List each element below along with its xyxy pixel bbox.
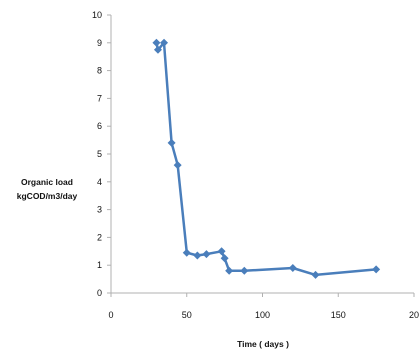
data-point-marker (311, 270, 320, 279)
data-point-marker (220, 254, 229, 263)
x-axis-ticks: 0 50 100 150 20 (108, 293, 419, 320)
data-point-marker (217, 247, 226, 256)
y-tick-label: 2 (97, 232, 102, 242)
data-point-marker (225, 266, 234, 275)
y-tick-label: 1 (97, 260, 102, 270)
y-tick-label: 3 (97, 205, 102, 215)
data-point-marker (173, 161, 182, 170)
data-point-marker (160, 38, 169, 47)
data-point-marker (202, 250, 211, 259)
data-point-marker (193, 251, 202, 260)
x-tick-label: 150 (331, 310, 346, 320)
y-axis-title-line-2: kgCOD/m3/day (17, 191, 78, 201)
data-point-marker (288, 263, 297, 272)
data-point-marker (182, 248, 191, 257)
y-axis-title-line-1: Organic load (21, 177, 73, 187)
x-tick-label: 20 (409, 310, 419, 320)
y-tick-label: 10 (92, 10, 102, 20)
y-tick-label: 5 (97, 149, 102, 159)
y-axis-ticks: 0 1 2 3 4 5 6 7 8 9 10 (92, 10, 111, 298)
data-point-marker (240, 266, 249, 275)
y-tick-label: 8 (97, 66, 102, 76)
y-tick-label: 0 (97, 288, 102, 298)
y-tick-label: 9 (97, 38, 102, 48)
y-tick-label: 6 (97, 121, 102, 131)
data-point-marker (153, 45, 162, 54)
y-tick-label: 4 (97, 177, 102, 187)
series-line (155, 41, 377, 277)
x-axis-title: Time ( days ) (237, 339, 289, 349)
x-tick-label: 50 (182, 310, 192, 320)
x-tick-label: 100 (255, 310, 270, 320)
data-point-marker (372, 265, 381, 274)
y-tick-label: 7 (97, 93, 102, 103)
series-markers (152, 38, 381, 279)
x-tick-label: 0 (108, 310, 113, 320)
data-point-marker (167, 138, 176, 147)
data-point-marker (152, 38, 161, 47)
